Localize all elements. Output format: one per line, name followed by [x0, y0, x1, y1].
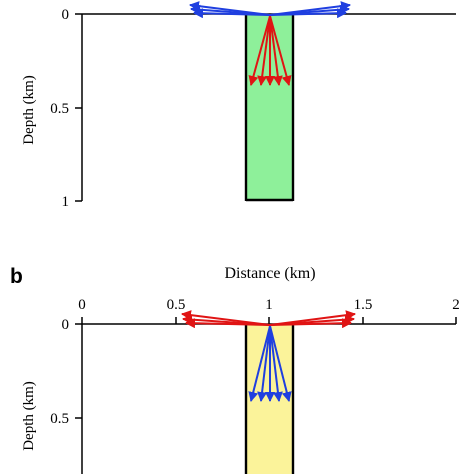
surface-arrow: [193, 8, 271, 19]
panel-b-x-tick-label: 2: [452, 297, 460, 313]
panel-b-depth-arrows: [248, 325, 292, 402]
surface-arrow: [185, 318, 271, 329]
panel-b-x-tick-label: 1.5: [354, 297, 373, 313]
panel-a-y-tick-label: 0: [62, 7, 70, 23]
panel-a-surface-arrows: [189, 1, 351, 19]
panel-a-y-axis-label: Depth (km): [21, 75, 37, 145]
panel-b-x-axis-label: Distance (km): [224, 265, 315, 282]
depth-arrow: [269, 15, 283, 86]
depth-arrow: [257, 325, 271, 402]
panel-b-x-tick-label: 1: [265, 297, 273, 313]
depth-arrow: [269, 325, 292, 402]
panel-b: b Distance (km) 0 0.5 1 1.5 2 0 0.5 Dept…: [10, 265, 460, 474]
panel-b-y-tick-label: 0: [62, 317, 70, 333]
panel-a: 0 0.5 1 Depth (km): [21, 1, 456, 210]
panel-b-x-tick-label: 0: [78, 297, 86, 313]
depth-arrow: [257, 15, 271, 86]
panel-b-x-tick-label: 0.5: [167, 297, 186, 313]
panel-a-y-tick-label: 0.5: [50, 101, 69, 117]
depth-arrow: [269, 325, 283, 402]
depth-arrow: [248, 325, 271, 402]
panel-b-surface-arrows: [181, 310, 356, 329]
panel-b-y-tick-label: 0.5: [50, 411, 69, 427]
surface-arrow: [269, 318, 352, 329]
depth-arrow: [269, 15, 292, 86]
panel-b-y-axis-label: Depth (km): [21, 381, 37, 451]
panel-a-depth-arrows: [248, 15, 292, 86]
surface-arrow: [269, 8, 347, 19]
panel-a-y-tick-label: 1: [62, 194, 70, 210]
panel-b-label: b: [10, 265, 23, 288]
depth-arrow: [248, 15, 271, 86]
